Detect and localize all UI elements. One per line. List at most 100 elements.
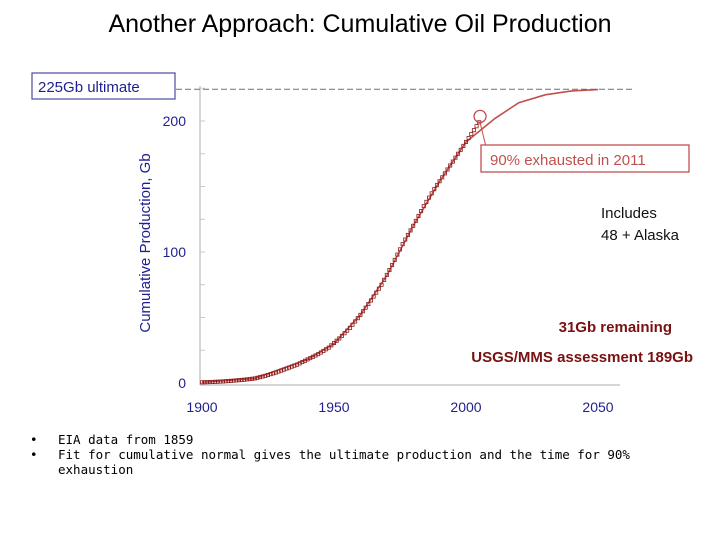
data-point (273, 370, 278, 375)
data-point (374, 290, 379, 295)
data-point (255, 375, 260, 380)
bullet-item: • EIA data from 1859 (30, 432, 690, 447)
data-point (265, 372, 270, 377)
slide-title: Another Approach: Cumulative Oil Product… (108, 10, 612, 38)
cumulative-production-chart: 0 100 200 1900 1950 2000 2050 Cumulative Produc… (31, 72, 693, 415)
x-tick-label: 2050 (582, 399, 613, 415)
data-point (363, 305, 368, 310)
data-point (337, 336, 342, 341)
ultimate-label-box (31, 72, 176, 100)
data-point (207, 380, 212, 385)
data-point (287, 365, 292, 370)
data-point (231, 378, 236, 383)
data-point (210, 379, 215, 384)
data-point (258, 375, 263, 380)
data-point (202, 380, 207, 385)
data-point (453, 155, 458, 160)
x-tick-label: 2000 (450, 399, 481, 415)
data-point (271, 371, 276, 376)
data-point (474, 124, 479, 129)
data-point (215, 379, 220, 384)
data-point (247, 377, 252, 382)
data-point (397, 247, 402, 252)
data-point (434, 183, 439, 188)
data-point (411, 223, 416, 228)
data-point (461, 143, 466, 148)
y-tick-label: 100 (163, 244, 187, 260)
data-point (376, 286, 381, 291)
data-point (355, 316, 360, 321)
data-point (384, 272, 389, 277)
data-point (226, 379, 231, 384)
data-point (229, 378, 234, 383)
data-point (242, 377, 247, 382)
data-point (205, 380, 210, 385)
data-point (339, 333, 344, 338)
data-point (448, 163, 453, 168)
data-point (292, 363, 297, 368)
data-point (379, 282, 384, 287)
exhausted-label-box (480, 144, 690, 173)
data-point (421, 204, 426, 209)
data-point (260, 374, 265, 379)
data-point (387, 268, 392, 273)
data-point (218, 379, 223, 384)
data-point (358, 312, 363, 317)
data-point (395, 252, 400, 257)
x-tick-label: 1950 (318, 399, 349, 415)
data-point (347, 325, 352, 330)
data-point (223, 379, 228, 384)
bullet-marker: • (30, 447, 38, 462)
data-point (361, 309, 366, 314)
data-point (469, 132, 474, 137)
data-point (366, 302, 371, 307)
remaining-note: 31Gb remaining (559, 319, 672, 336)
data-point (345, 328, 350, 333)
data-point (408, 228, 413, 233)
data-point (279, 368, 284, 373)
data-point (326, 345, 331, 350)
data-point (276, 369, 281, 374)
data-point (400, 242, 405, 247)
includes-note: 48 + Alaska (601, 227, 680, 244)
usgs-assessment-note: USGS/MMS assessment 189Gb (471, 349, 693, 366)
data-point (416, 213, 421, 218)
data-point (437, 179, 442, 184)
data-point (329, 343, 334, 348)
includes-note: Includes (601, 205, 657, 222)
data-point (440, 175, 445, 180)
data-point (463, 139, 468, 144)
bullet-list: • EIA data from 1859 • Fit for cumulativ… (30, 432, 690, 477)
data-point (239, 377, 244, 382)
data-point (371, 294, 376, 299)
data-point (244, 377, 249, 382)
data-point (392, 257, 397, 262)
data-point (403, 237, 408, 242)
data-point (458, 147, 463, 152)
bullet-text: Fit for cumulative normal gives the ulti… (58, 447, 630, 477)
data-point (368, 298, 373, 303)
x-tick-label: 1900 (186, 399, 217, 415)
data-point (419, 209, 424, 214)
bullet-item: • Fit for cumulative normal gives the ul… (30, 447, 690, 477)
data-point (236, 378, 241, 383)
data-point (427, 195, 432, 200)
exhausted-label: 90% exhausted in 2011 (490, 152, 646, 169)
data-point (350, 322, 355, 327)
y-axis-label: Cumulative Production, Gb (137, 153, 154, 332)
data-point (466, 136, 471, 141)
exhausted-pointer-line (479, 122, 487, 148)
data-point (413, 218, 418, 223)
y-tick-label: 200 (163, 113, 187, 129)
data-point (263, 373, 268, 378)
data-point (334, 338, 339, 343)
data-point (342, 331, 347, 336)
data-point (250, 376, 255, 381)
data-point (456, 151, 461, 156)
data-point (289, 364, 294, 369)
data-point (281, 367, 286, 372)
data-point (284, 366, 289, 371)
data-point (432, 187, 437, 192)
data-point (213, 379, 218, 384)
data-point (382, 277, 387, 282)
